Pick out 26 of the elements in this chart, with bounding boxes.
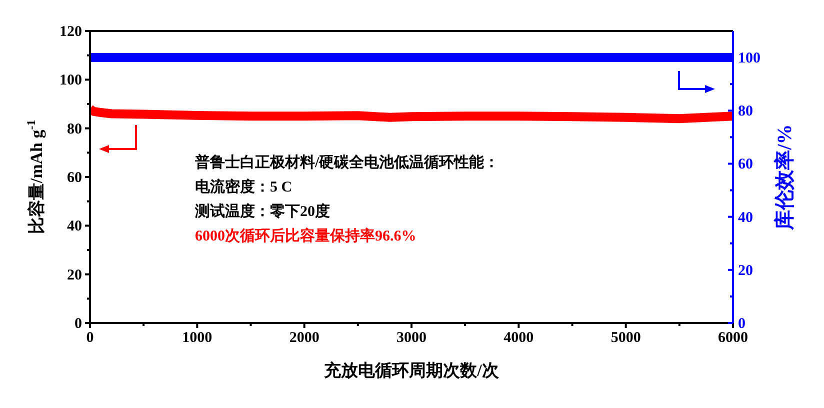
y-tick-label: 120 — [60, 24, 82, 40]
x-axis-title: 充放电循环周期次数/次 — [323, 361, 500, 380]
annotation: 6000次循环后比容量保持率96.6% — [195, 226, 416, 244]
y2-tick-label: 80 — [738, 104, 753, 120]
y2-tick-label: 0 — [738, 316, 746, 332]
y2-tick-label: 60 — [738, 156, 753, 173]
y-tick-label: 0 — [74, 316, 82, 332]
y-tick-label: 80 — [67, 121, 82, 138]
x-tick-label: 6000 — [718, 330, 748, 346]
y2-tick-label: 20 — [738, 262, 753, 279]
y-tick-label: 100 — [60, 72, 82, 89]
x-tick-label: 3000 — [396, 330, 426, 346]
y2-axis-title: 库伦效率/% — [773, 124, 796, 231]
y-tick-label: 60 — [67, 170, 82, 186]
x-tick-label: 0 — [86, 330, 94, 346]
x-tick-label: 2000 — [289, 330, 320, 346]
y2-tick-label: 100 — [738, 50, 760, 67]
y-tick-label: 40 — [67, 218, 82, 235]
x-tick-label: 5000 — [610, 330, 641, 346]
annotation: 普鲁士白正极材料/硬碳全电池低温循环性能： — [194, 153, 500, 171]
x-tick-label: 1000 — [182, 330, 212, 346]
annotation: 电流密度：5 C — [195, 178, 292, 196]
annotation: 测试温度：零下20度 — [194, 202, 330, 220]
y-tick-label: 20 — [67, 267, 82, 284]
x-tick-label: 4000 — [504, 330, 534, 346]
y2-tick-label: 40 — [738, 210, 753, 226]
